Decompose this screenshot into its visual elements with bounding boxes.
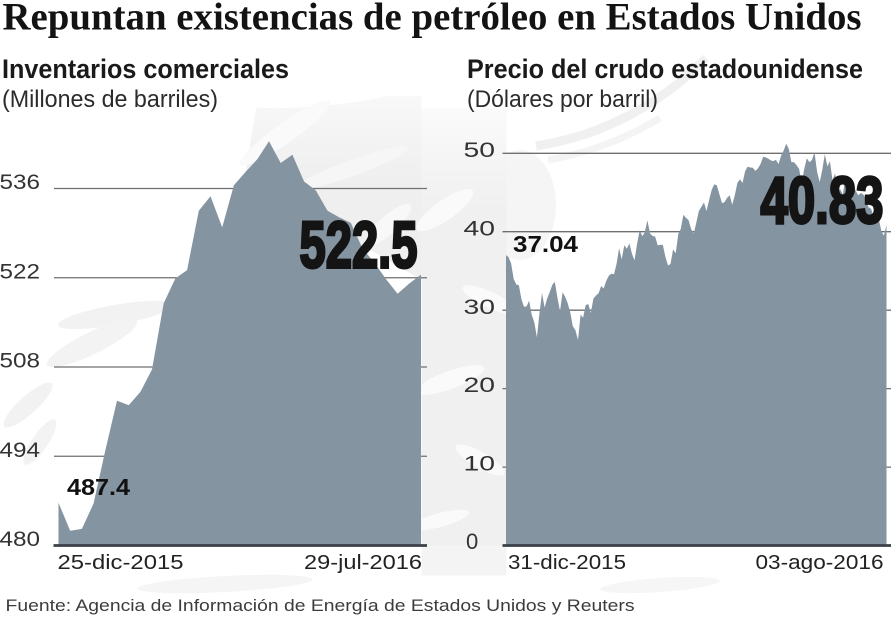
svg-text:Repuntan existencias de petról: Repuntan existencias de petróleo en Esta… (3, 0, 862, 39)
svg-text:508: 508 (0, 349, 40, 373)
svg-text:487.4: 487.4 (67, 474, 130, 500)
svg-text:(Dólares por barril): (Dólares por barril) (467, 86, 658, 113)
svg-text:37.04: 37.04 (513, 231, 578, 257)
svg-text:50: 50 (464, 139, 496, 162)
svg-text:480: 480 (0, 527, 40, 551)
svg-text:30: 30 (464, 296, 496, 319)
svg-text:40.83: 40.83 (761, 163, 884, 237)
svg-text:522: 522 (0, 259, 40, 283)
svg-text:0: 0 (466, 529, 478, 554)
svg-text:10: 10 (464, 453, 496, 476)
svg-text:03-ago-2016: 03-ago-2016 (756, 551, 884, 574)
svg-text:(Millones de barriles): (Millones de barriles) (2, 86, 218, 113)
svg-text:29-jul-2016: 29-jul-2016 (304, 551, 422, 574)
svg-text:536: 536 (0, 170, 40, 194)
svg-text:522.5: 522.5 (300, 208, 418, 282)
svg-text:31-dic-2015: 31-dic-2015 (508, 551, 626, 574)
svg-text:25-dic-2015: 25-dic-2015 (58, 551, 184, 574)
svg-text:Precio del crudo estadounidens: Precio del crudo estadounidense (467, 54, 863, 84)
svg-text:494: 494 (0, 438, 40, 462)
svg-text:Inventarios comerciales: Inventarios comerciales (2, 54, 289, 84)
svg-text:20: 20 (464, 374, 496, 397)
svg-text:40: 40 (464, 217, 496, 240)
svg-text:Fuente: Agencia de Información: Fuente: Agencia de Información de Energí… (6, 597, 635, 615)
